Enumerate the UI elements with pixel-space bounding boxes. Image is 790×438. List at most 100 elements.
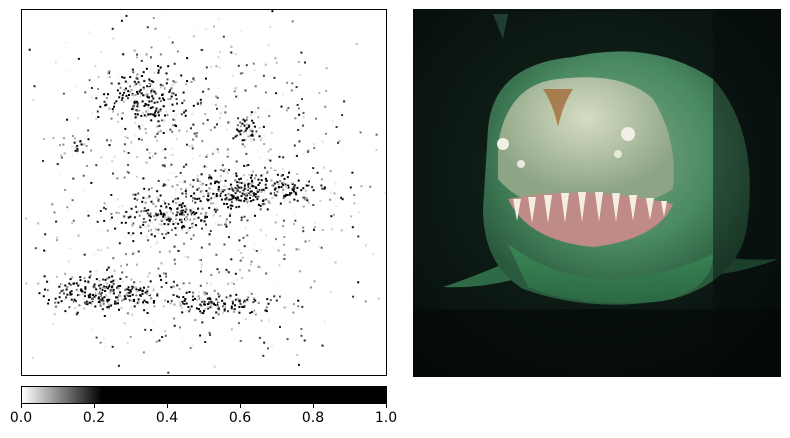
saliency-pixel	[230, 307, 233, 310]
saliency-pixel	[131, 271, 134, 274]
saliency-pixel	[309, 286, 312, 289]
saliency-pixel	[307, 150, 309, 153]
saliency-pixel	[298, 363, 300, 366]
saliency-pixel	[159, 53, 162, 56]
saliency-pixel	[159, 108, 162, 111]
saliency-pixel	[286, 186, 288, 188]
saliency-pixel	[115, 86, 118, 89]
shark-snout	[498, 77, 674, 214]
saliency-pixel	[69, 203, 72, 206]
saliency-pixel	[162, 215, 165, 218]
saliency-pixel	[205, 165, 208, 168]
saliency-pixel	[150, 221, 153, 224]
saliency-pixel	[355, 42, 358, 45]
saliency-pixel	[293, 190, 295, 193]
saliency-pixel	[58, 292, 61, 294]
saliency-pixel	[297, 299, 300, 302]
saliency-pixel	[253, 177, 256, 180]
saliency-pixel	[95, 288, 98, 291]
saliency-pixel	[202, 90, 205, 93]
saliency-pixel	[130, 278, 133, 281]
saliency-pixel	[51, 203, 54, 206]
saliency-pixel	[134, 302, 137, 305]
saliency-pixel	[88, 31, 91, 34]
saliency-pixel	[191, 207, 194, 210]
saliency-pixel	[271, 245, 274, 248]
saliency-pixel	[161, 11, 164, 14]
saliency-pixel	[149, 215, 152, 218]
saliency-pixel	[169, 210, 172, 213]
saliency-pixel	[283, 199, 286, 202]
saliency-pixel	[165, 206, 168, 209]
saliency-pixel	[124, 297, 127, 300]
saliency-pixel	[334, 182, 337, 185]
saliency-pixel	[249, 129, 252, 132]
saliency-pixel	[98, 287, 101, 290]
saliency-pixel	[148, 188, 150, 191]
saliency-pixel	[247, 190, 250, 193]
saliency-pixel	[170, 369, 173, 372]
saliency-pixel	[298, 270, 301, 273]
saliency-pixel	[300, 334, 303, 337]
saliency-pixel	[76, 149, 79, 152]
saliency-pixel	[216, 268, 219, 271]
saliency-pixel	[238, 239, 241, 242]
saliency-pixel	[215, 195, 218, 197]
saliency-pixel	[243, 145, 246, 148]
saliency-pixel	[212, 214, 215, 217]
colorbar-tick-label: 0.6	[228, 410, 252, 426]
saliency-pixel	[185, 231, 188, 234]
saliency-pixel	[123, 298, 126, 301]
saliency-pixel	[229, 213, 232, 216]
saliency-pixel	[136, 90, 138, 93]
saliency-pixel	[167, 371, 170, 374]
saliency-pixel	[126, 342, 129, 345]
saliency-pixel	[148, 272, 151, 275]
saliency-pixel	[106, 277, 109, 280]
saliency-pixel	[200, 300, 203, 303]
saliency-pixel	[173, 62, 176, 65]
saliency-pixel	[147, 106, 150, 108]
saliency-pixel	[124, 127, 127, 130]
saliency-pixel	[147, 209, 150, 212]
saliency-pixel	[95, 164, 98, 167]
saliency-pixel	[181, 202, 184, 205]
saliency-pixel	[229, 204, 232, 207]
saliency-pixel	[364, 244, 367, 247]
saliency-pixel	[155, 219, 158, 222]
saliency-pixel	[246, 234, 249, 237]
saliency-pixel	[117, 364, 120, 367]
right-eye	[621, 127, 635, 141]
saliency-pixel	[116, 198, 119, 201]
saliency-pixel	[181, 340, 184, 343]
saliency-pixel	[193, 132, 196, 135]
saliency-pixel	[340, 196, 343, 199]
saliency-pixel	[74, 149, 77, 152]
saliency-pixel	[121, 94, 124, 97]
saliency-pixel	[159, 194, 162, 197]
saliency-pixel	[270, 131, 273, 134]
saliency-pixel	[251, 119, 254, 122]
saliency-pixel	[137, 301, 140, 303]
saliency-pixel	[303, 339, 306, 342]
saliency-pixel	[196, 179, 199, 182]
saliency-pixel	[164, 330, 167, 333]
saliency-pixel	[101, 297, 104, 300]
saliency-pixel	[214, 182, 217, 185]
saliency-pixel	[121, 97, 124, 99]
saliency-pixel	[340, 229, 343, 232]
saliency-pixel	[146, 93, 149, 96]
saliency-pixel	[357, 211, 360, 214]
saliency-pixel	[323, 186, 326, 189]
saliency-pixel	[135, 83, 138, 86]
saliency-pixel	[280, 174, 283, 177]
saliency-pixel	[209, 182, 212, 185]
saliency-pixel	[257, 178, 260, 181]
colorbar-tick	[313, 404, 314, 408]
saliency-pixel	[25, 282, 28, 285]
saliency-pixel	[169, 302, 172, 305]
saliency-pixel	[76, 144, 79, 147]
saliency-pixel	[82, 151, 85, 154]
saliency-pixel	[196, 178, 199, 180]
saliency-pixel	[238, 130, 241, 133]
